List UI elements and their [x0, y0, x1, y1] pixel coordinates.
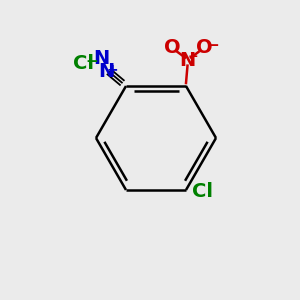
Text: −: −	[207, 38, 219, 53]
Text: O: O	[196, 38, 212, 56]
Text: Cl: Cl	[73, 54, 94, 73]
Text: N: N	[98, 62, 114, 81]
Text: −: −	[85, 54, 98, 69]
Text: N: N	[179, 51, 196, 70]
Text: +: +	[188, 50, 198, 62]
Text: Cl: Cl	[192, 182, 213, 201]
Text: +: +	[107, 63, 118, 77]
Text: O: O	[164, 38, 180, 56]
Text: N: N	[93, 50, 110, 68]
